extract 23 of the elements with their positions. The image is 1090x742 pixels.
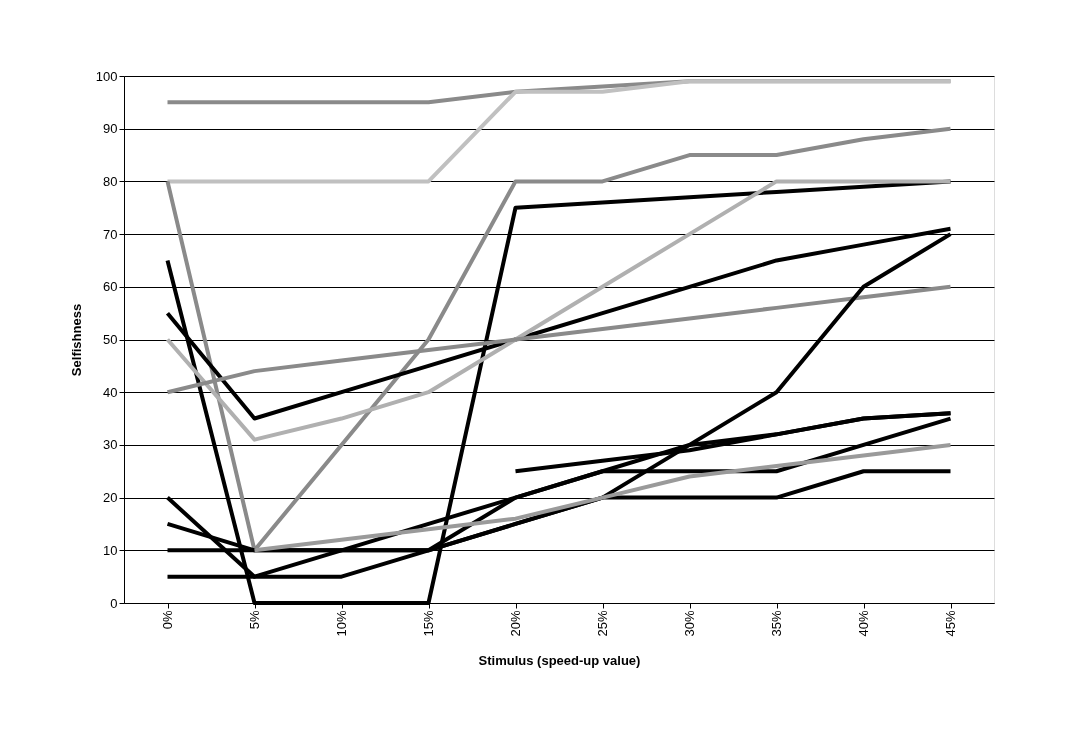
x-tick-label: 30% (682, 610, 697, 637)
x-axis-title: Stimulus (speed-up value) (478, 652, 641, 668)
x-tick-label: 15% (421, 610, 436, 637)
x-tick-label: 45% (943, 610, 958, 637)
y-tick-label: 30 (103, 437, 118, 453)
x-tick-label: 20% (508, 610, 523, 637)
y-tick-label: 40 (103, 384, 118, 400)
x-tick-label: 25% (595, 610, 610, 637)
y-tick-label: 100 (95, 68, 118, 84)
y-tick-label: 50 (103, 332, 118, 347)
y-tick-label: 90 (103, 121, 118, 137)
y-tick-label: 20 (103, 490, 118, 506)
x-tick-label: 10% (334, 610, 349, 637)
x-tick-label: 40% (856, 610, 871, 637)
y-tick-label: 10 (103, 542, 118, 558)
y-tick-label: 70 (103, 226, 118, 242)
x-tick-label: 0% (160, 610, 175, 630)
x-tick-label: 35% (769, 610, 784, 637)
y-tick-label: 0 (110, 595, 118, 611)
y-tick-label: 80 (103, 173, 118, 189)
x-tick-label: 5% (247, 610, 262, 630)
y-tick-label: 60 (103, 279, 118, 295)
y-axis-title: Selfishness (68, 303, 84, 377)
